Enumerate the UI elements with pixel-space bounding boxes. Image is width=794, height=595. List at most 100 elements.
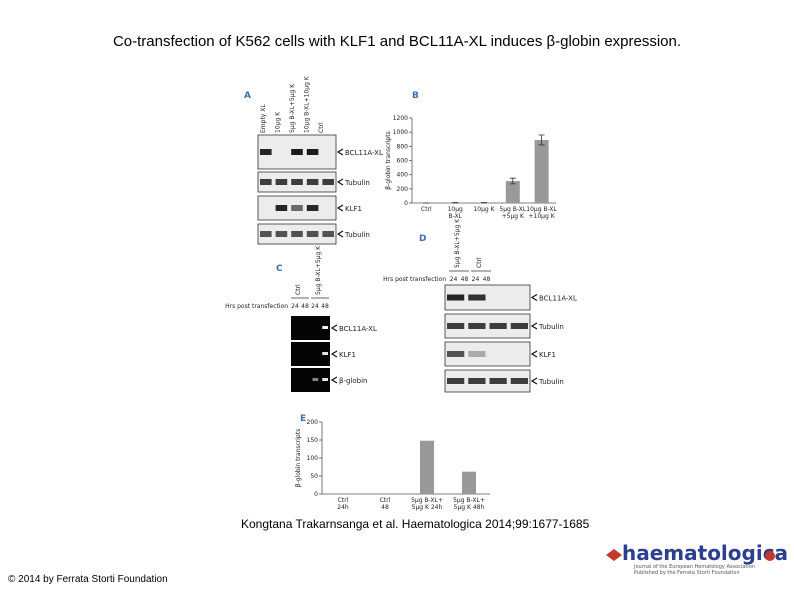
band bbox=[322, 326, 328, 329]
time-label: 48 bbox=[483, 276, 491, 283]
bar bbox=[505, 181, 520, 203]
band-label: KLF1 bbox=[345, 205, 362, 213]
y-tick-label: 100 bbox=[307, 455, 319, 462]
band bbox=[260, 231, 272, 237]
logo-tagline: Published by the Ferrata Storti Foundati… bbox=[634, 570, 740, 576]
y-tick-label: 600 bbox=[397, 158, 409, 165]
band bbox=[447, 323, 465, 329]
arrow bbox=[330, 324, 338, 332]
citation: Kongtana Trakarnsanga et al. Haematologi… bbox=[241, 517, 590, 531]
blot bbox=[257, 195, 337, 221]
lane-label: 10µg K bbox=[275, 111, 282, 133]
time-label: 48 bbox=[301, 303, 309, 310]
logo-tagline: Journal of the European Hematology Assoc… bbox=[633, 564, 755, 570]
band bbox=[447, 378, 465, 384]
band bbox=[510, 323, 528, 329]
x-tick-label: 48 bbox=[381, 504, 389, 511]
band bbox=[322, 352, 328, 355]
band bbox=[468, 351, 486, 357]
arrow bbox=[530, 293, 538, 302]
band-label: Tubulin bbox=[538, 323, 564, 331]
x-tick-label: 10µg K bbox=[473, 206, 495, 213]
x-tick-label: 5µg K 48h bbox=[454, 504, 485, 511]
band-label: Tubulin bbox=[344, 231, 370, 239]
band-label: KLF1 bbox=[539, 351, 556, 359]
x-tick-label: 5µg B-XL+ bbox=[411, 497, 443, 504]
time-label: 48 bbox=[461, 276, 469, 283]
bar bbox=[420, 440, 434, 494]
x-tick-label: 10µg bbox=[448, 206, 463, 213]
y-tick-label: 800 bbox=[397, 143, 409, 150]
band bbox=[322, 231, 334, 237]
band-label: BCL11A-XL bbox=[539, 295, 577, 303]
arrow bbox=[530, 322, 538, 330]
time-title: Hrs post transfection bbox=[225, 303, 288, 310]
time-label: 24 bbox=[311, 303, 319, 310]
x-tick-label: 5µg B-XL bbox=[499, 206, 526, 213]
band bbox=[306, 205, 319, 211]
y-tick-label: 200 bbox=[307, 419, 319, 426]
time-label: 48 bbox=[321, 303, 329, 310]
y-tick-label: 1000 bbox=[393, 129, 408, 136]
band bbox=[510, 378, 528, 384]
error-bar bbox=[538, 134, 545, 146]
band-label: Tubulin bbox=[538, 378, 564, 386]
y-axis-label: β-globin transcripts bbox=[385, 131, 392, 189]
band bbox=[275, 205, 288, 211]
group-label: Ctrl bbox=[476, 257, 483, 268]
band-label: BCL11A-XL bbox=[345, 149, 383, 157]
y-tick-label: 50 bbox=[310, 473, 318, 480]
band bbox=[489, 378, 507, 384]
band bbox=[322, 179, 334, 185]
arrow bbox=[336, 148, 344, 156]
slide-title: Co-transfection of K562 cells with KLF1 … bbox=[112, 33, 682, 50]
band bbox=[260, 149, 272, 155]
logo-mark bbox=[606, 549, 622, 561]
time-title: Hrs post transfection bbox=[383, 276, 446, 283]
lane-label: Empty XL bbox=[260, 104, 267, 133]
y-tick-label: 0 bbox=[404, 200, 408, 207]
arrow bbox=[330, 376, 338, 384]
time-label: 24 bbox=[450, 276, 458, 283]
band bbox=[447, 351, 465, 357]
band bbox=[468, 294, 486, 301]
band bbox=[468, 378, 486, 384]
band-label: Tubulin bbox=[344, 179, 370, 187]
band bbox=[260, 179, 272, 185]
lane-label: Ctrl bbox=[318, 122, 325, 133]
logo-icon bbox=[765, 551, 775, 561]
x-tick-label: 24h bbox=[337, 504, 349, 511]
band bbox=[291, 231, 303, 237]
band bbox=[447, 294, 465, 301]
panel-label: C bbox=[276, 264, 283, 274]
y-tick-label: 0 bbox=[314, 491, 318, 498]
y-tick-label: 400 bbox=[397, 172, 409, 179]
band-label: KLF1 bbox=[339, 351, 356, 359]
band bbox=[291, 205, 303, 211]
x-tick-label: Ctrl bbox=[421, 206, 432, 213]
logo-name: haematologica bbox=[622, 541, 788, 565]
band bbox=[275, 231, 288, 237]
panel-label: E bbox=[300, 414, 306, 424]
band-label: BCL11A-XL bbox=[339, 325, 377, 333]
error-bar bbox=[509, 177, 516, 185]
y-tick-label: 150 bbox=[307, 437, 319, 444]
x-tick-label: B-XL bbox=[448, 213, 462, 220]
group-label: 5µg B-XL+5µg K bbox=[454, 218, 461, 268]
arrow bbox=[530, 350, 538, 358]
arrow bbox=[336, 178, 344, 186]
band bbox=[468, 323, 486, 329]
bar bbox=[462, 471, 476, 494]
arrow bbox=[330, 350, 338, 358]
band bbox=[312, 378, 319, 381]
band-label: β-globin bbox=[339, 377, 368, 385]
group-label: 5µg B-XL+5µg K bbox=[315, 245, 322, 295]
band bbox=[306, 179, 319, 185]
group-label: Ctrl bbox=[295, 284, 302, 295]
y-tick-label: 200 bbox=[397, 186, 409, 193]
time-label: 24 bbox=[291, 303, 299, 310]
x-tick-label: Ctrl bbox=[338, 497, 349, 504]
band bbox=[291, 149, 303, 155]
